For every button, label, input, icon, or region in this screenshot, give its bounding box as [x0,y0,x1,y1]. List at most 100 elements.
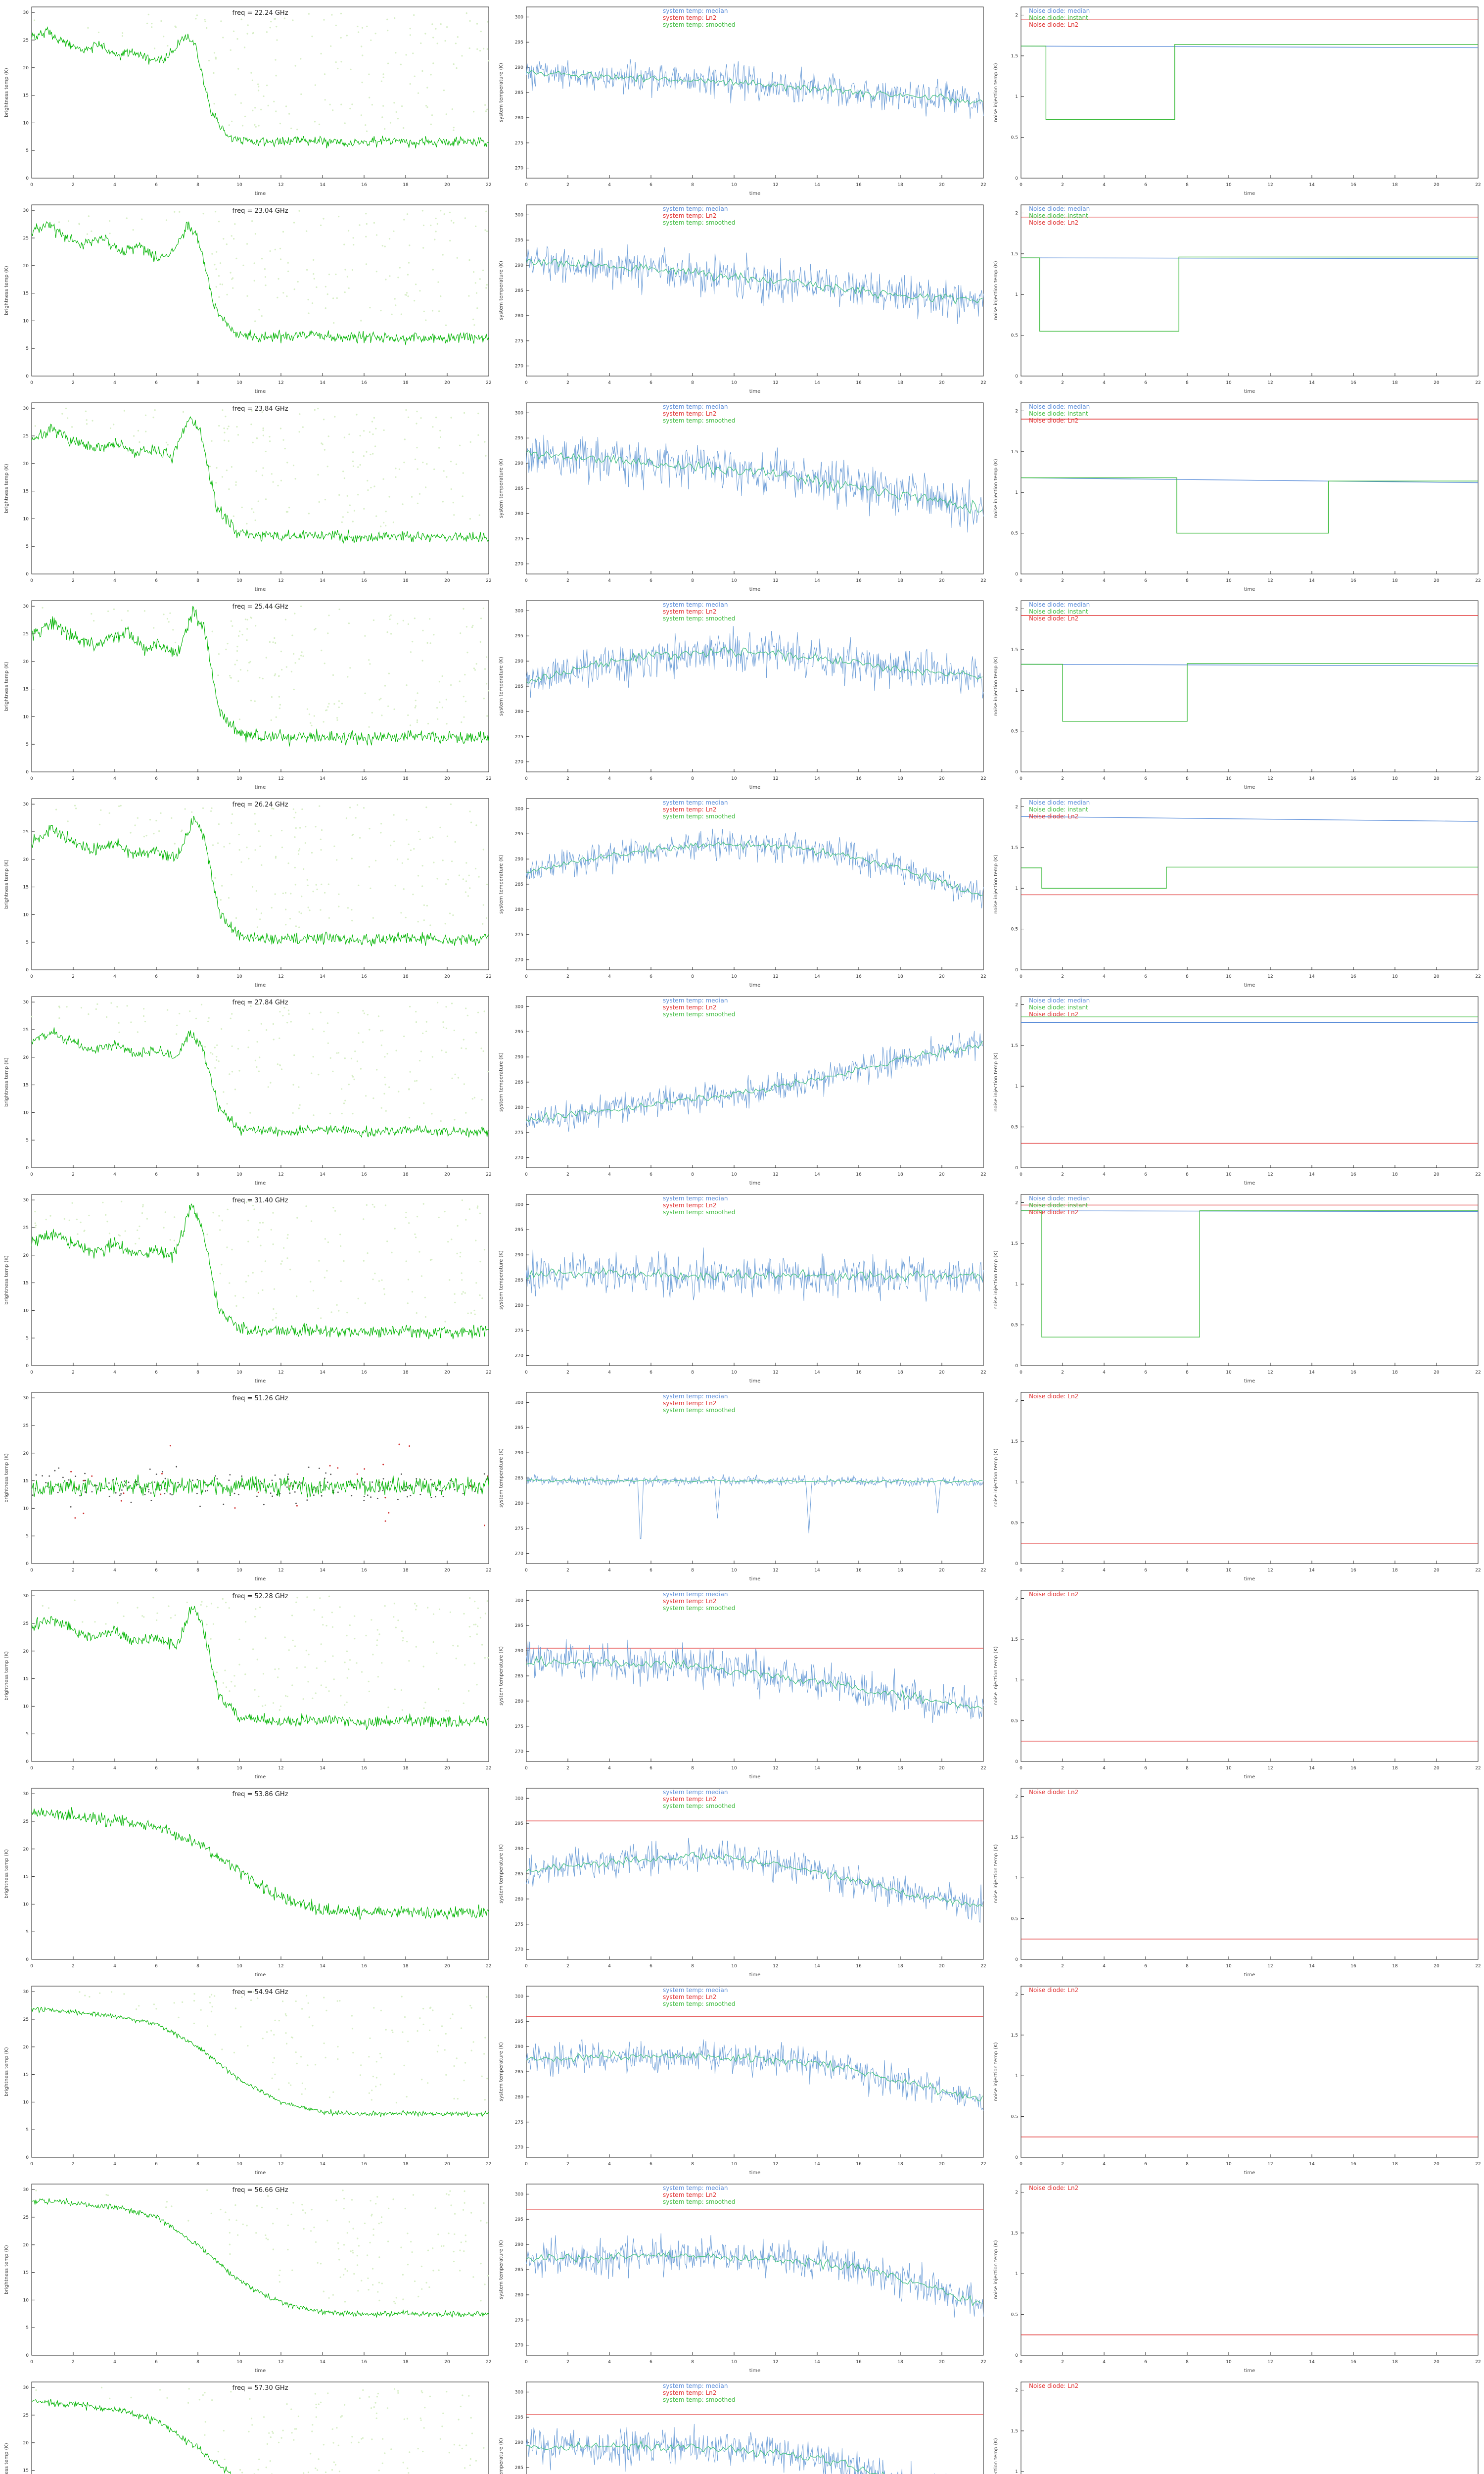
model-dot [426,463,428,465]
model-dot [314,121,316,123]
model-dot [191,811,193,813]
scatter-dot [367,1494,369,1496]
y-tick-label: 0 [26,2353,29,2358]
legend-entry: Noise diode: instant [1029,806,1088,813]
y-tick-label: 0 [26,2155,29,2160]
x-tick-label: 12 [773,2360,778,2365]
model-dot [369,307,371,309]
outlier-dot [161,1473,163,1475]
model-dot [472,2041,474,2043]
x-tick-label: 12 [278,2162,283,2167]
x-tick-label: 6 [1144,1370,1147,1375]
x-tick-label: 16 [361,1964,367,1969]
y-tick-label: 275 [515,735,523,740]
chart-brightness-0-cell: 0 2 4 6 8 10 12 14 16 18 20 22 0 5 10 15 20 25 30 brightnes… [0,0,495,198]
model-dot [344,2301,346,2303]
model-dot [314,84,317,86]
plot-frame [1020,402,1479,574]
x-tick-label: 0 [30,2162,33,2167]
model-dot [288,2082,290,2084]
x-tick-label: 8 [196,1568,199,1573]
model-dot [96,1003,98,1005]
model-dot [370,39,372,41]
model-dot [279,258,282,260]
plot-frame [1020,1194,1479,1366]
model-dot [295,2051,297,2053]
model-dot [336,859,338,861]
model-dot [321,650,323,652]
x-tick-label: 12 [1267,1964,1273,1969]
model-dot [224,1669,226,1671]
model-dot [465,1219,467,1221]
model-dot [254,1616,256,1618]
model-dot [283,17,285,19]
model-dot [375,271,377,273]
x-tick-label: 4 [608,1370,611,1375]
model-dot [211,807,213,809]
x-tick-label: 16 [856,578,862,583]
model-dot [432,269,434,271]
y-tick-label: 15 [23,687,29,692]
model-dot [315,2467,317,2470]
chart-noise-diode-3-cell: 0 2 4 6 8 10 12 14 16 18 20 22 0 0.5 1 1.5 2 noise inject… [989,594,1484,792]
model-dot [280,1068,283,1070]
legend-entry: Noise diode: instant [1029,1004,1088,1011]
model-dot [285,908,287,910]
model-dot [184,808,186,810]
model-dot [346,1677,348,1679]
model-dot [351,2436,353,2438]
model-dot [299,413,301,415]
model-dot [153,48,156,49]
model-dot [394,1228,396,1230]
x-tick-label: 16 [361,1172,367,1177]
model-dot [482,904,484,906]
model-dot [389,275,391,277]
scatter-dot [199,1505,201,1507]
model-dot [414,458,417,460]
y-tick-label: 15 [23,885,29,890]
chart-brightness-7-cell: 0 2 4 6 8 10 12 14 16 18 20 22 0 5 10 15 20 25 30 brightnes… [0,1385,495,1583]
model-dot [463,696,464,698]
model-dot [331,2469,333,2471]
model-dot [453,129,455,131]
model-dot [239,669,241,671]
x-tick-label: 8 [196,578,199,583]
plot-frame [1020,600,1479,772]
scatter-dot [271,1479,273,1481]
model-dot [258,1696,260,1698]
model-dot [174,1614,176,1617]
y-tick-label: 10 [23,121,29,126]
chart-system-temp-1: 0 2 4 6 8 10 12 14 16 18 20 22270275280285290295300… [499,204,986,394]
model-dot [146,1218,148,1220]
model-dot [398,1091,400,1093]
y-tick-label: 15 [23,2469,29,2474]
model-dot [401,1709,404,1711]
model-dot [384,1084,386,1086]
x-tick-label: 8 [196,1172,199,1177]
model-dot [262,1222,264,1224]
model-dot [272,2061,274,2063]
model-dot [438,310,440,312]
model-dot [477,1607,479,1609]
scatter-dot [430,1497,432,1498]
model-dot [470,2212,472,2214]
model-dot [245,1201,247,1203]
model-dot [395,476,397,478]
model-dot [308,13,310,15]
model-dot [369,2241,371,2243]
chart-system-temp-6: 0 2 4 6 8 10 12 14 16 18 20 22270275280285290295300… [499,1194,986,1384]
model-dot [94,1621,96,1623]
chart-system-temp-6-cell: 0 2 4 6 8 10 12 14 16 18 20 22 270 275 280 285 290 295 300… [495,1188,989,1385]
x-tick-label: 4 [113,1370,116,1375]
model-dot [377,2392,379,2395]
model-dot [206,1606,208,1608]
model-dot [476,307,478,309]
plot-frame [1020,996,1479,1168]
model-dot [305,1650,307,1652]
model-dot [262,1289,264,1291]
x-tick-label: 20 [939,1766,945,1771]
brightness-temp-series [31,1807,489,1920]
y-tick-label: 1 [1015,1084,1018,1089]
model-dot [424,1702,426,1704]
model-dot [244,115,246,117]
